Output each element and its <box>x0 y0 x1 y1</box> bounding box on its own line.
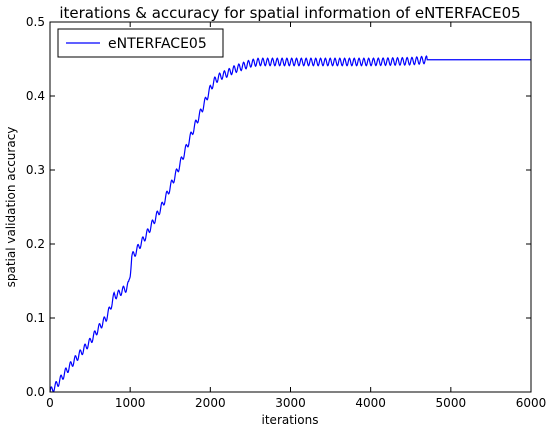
y-tick-label: 0.0 <box>26 385 45 399</box>
x-tick-label: 4000 <box>355 396 386 410</box>
legend: eNTERFACE05 <box>57 28 224 58</box>
y-tick-label: 0.3 <box>26 163 45 177</box>
x-axis-label: iterations <box>262 413 319 427</box>
x-tick-label: 2000 <box>195 396 226 410</box>
y-axis-label: spatial validation accuracy <box>4 127 18 288</box>
x-tick-label: 6000 <box>516 396 547 410</box>
chart-title: iterations & accuracy for spatial inform… <box>59 4 520 22</box>
legend-entry-label: eNTERFACE05 <box>108 36 207 52</box>
y-tick-label: 0.1 <box>26 311 45 325</box>
y-tick-label: 0.2 <box>26 237 45 251</box>
x-tick-label: 0 <box>46 396 54 410</box>
y-tick-label: 0.4 <box>26 89 45 103</box>
series-line-0 <box>49 55 531 393</box>
x-tick-label: 1000 <box>115 396 146 410</box>
plot-frame <box>49 21 532 393</box>
y-tick-label: 0.5 <box>26 15 45 29</box>
x-tick-label: 3000 <box>275 396 306 410</box>
x-axis: 0 1000 2000 3000 4000 5000 6000 <box>46 22 546 410</box>
x-tick-label: 5000 <box>436 396 467 410</box>
y-axis: 0.0 0.1 0.2 0.3 0.4 0.5 <box>26 15 531 399</box>
